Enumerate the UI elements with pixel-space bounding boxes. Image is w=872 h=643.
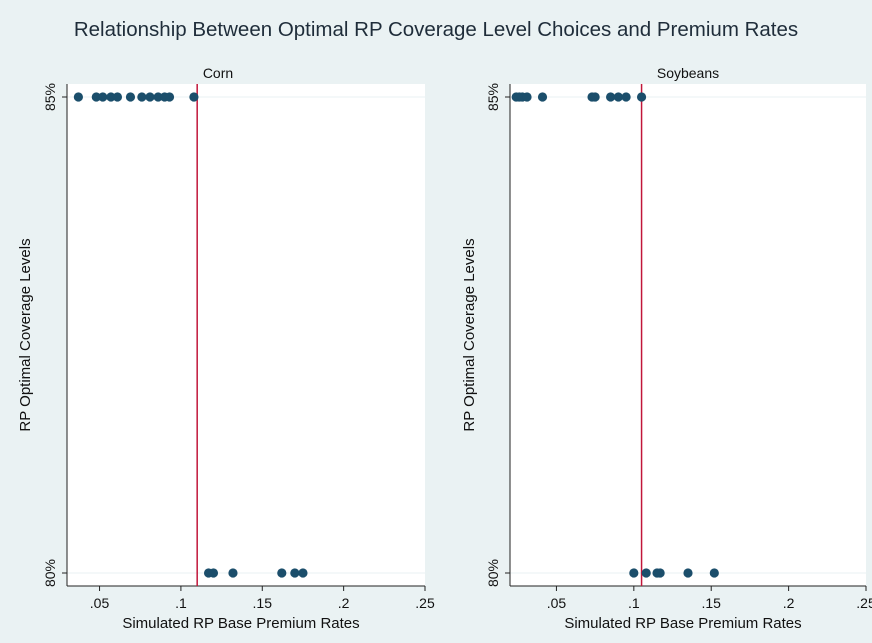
corn-data-point: [208, 568, 219, 578]
soybeans-data-point: [613, 92, 623, 102]
corn-data-point: [106, 92, 116, 102]
soybeans-data-point: [641, 568, 651, 578]
figure-title: Relationship Between Optimal RP Coverage…: [73, 18, 799, 41]
corn-data-point: [189, 92, 199, 102]
soybeans-x-tick-label: .25: [856, 595, 872, 611]
soybeans-plot-area: [510, 84, 866, 586]
soybeans-data-point: [655, 568, 665, 578]
corn-data-point: [228, 568, 238, 578]
corn-panel-title: Corn: [203, 65, 233, 81]
corn-y-tick-label: 85%: [42, 83, 58, 111]
soybeans-data-point: [537, 92, 548, 102]
corn-data-point: [164, 92, 175, 102]
soybeans-panel-title: Soybeans: [657, 65, 719, 81]
soybeans-data-point: [636, 92, 647, 102]
corn-data-point: [277, 568, 287, 578]
corn-y-tick-label: 80%: [42, 559, 58, 587]
corn-data-point: [290, 568, 300, 578]
corn-data-point: [98, 92, 108, 102]
corn-data-point: [112, 92, 123, 102]
soybeans-data-point: [629, 568, 639, 578]
corn-data-point: [298, 568, 308, 578]
corn-panel: .05 .1 .15 .2 .25 80% 85% Corn Simulated RP Base…: [17, 65, 435, 632]
soybeans-y-axis-title: RP Optimal Coverage Levels: [461, 238, 478, 431]
corn-x-tick-label: .05: [90, 595, 110, 611]
soybeans-data-point: [621, 92, 631, 102]
corn-y-axis-title: RP Optimal Coverage Levels: [17, 238, 34, 431]
corn-data-point: [125, 92, 136, 102]
soybeans-x-tick-label: .2: [783, 595, 795, 611]
soybeans-data-point: [606, 92, 616, 102]
soybeans-data-point: [683, 568, 693, 578]
soybeans-data-point: [709, 568, 719, 578]
soybeans-data-point: [590, 92, 600, 102]
corn-x-tick-label: .25: [415, 595, 435, 611]
soybeans-x-tick-label: .15: [701, 595, 721, 611]
corn-data-point: [73, 92, 83, 102]
soybeans-x-axis-title: Simulated RP Base Premium Rates: [564, 615, 801, 632]
corn-x-tick-label: .1: [175, 595, 187, 611]
soybeans-y-tick-label: 85%: [485, 83, 501, 111]
soybeans-data-point: [522, 92, 532, 102]
corn-data-point: [153, 92, 163, 102]
corn-x-tick-label: .2: [338, 595, 350, 611]
soybeans-panel: .05 .1 .15 .2 .25 80% 85% Soybeans Simulated RP …: [461, 65, 872, 632]
corn-data-point: [91, 92, 101, 102]
soybeans-y-tick-label: 80%: [485, 559, 501, 587]
corn-x-tick-label: .15: [253, 595, 273, 611]
soybeans-x-tick-label: .1: [628, 595, 640, 611]
soybeans-x-tick-label: .05: [547, 595, 567, 611]
corn-data-point: [145, 92, 155, 102]
corn-plot-area: [67, 84, 425, 586]
corn-x-axis-title: Simulated RP Base Premium Rates: [122, 615, 359, 632]
corn-data-point: [137, 92, 147, 102]
